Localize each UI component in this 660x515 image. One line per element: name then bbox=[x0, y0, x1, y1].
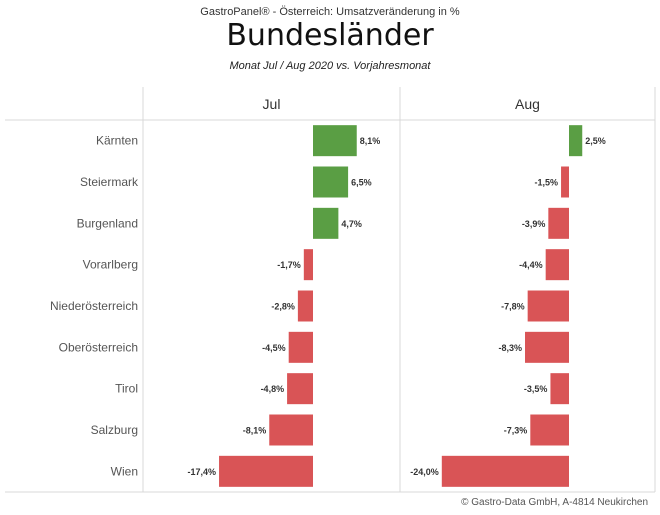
category-label: Wien bbox=[111, 464, 138, 478]
data-label-aug: -8,3% bbox=[498, 343, 522, 353]
chart-supertitle: GastroPanel® - Österreich: Umsatzverände… bbox=[200, 6, 460, 18]
bar-aug bbox=[527, 290, 569, 322]
bar-jul bbox=[219, 455, 313, 487]
data-label-aug: -24,0% bbox=[410, 467, 439, 477]
category-label: Vorarlberg bbox=[83, 258, 138, 272]
category-label: Oberösterreich bbox=[59, 340, 138, 354]
category-label: Steiermark bbox=[80, 175, 139, 189]
bar-aug bbox=[530, 414, 569, 446]
data-label-jul: -17,4% bbox=[188, 467, 217, 477]
data-label-aug: -4,4% bbox=[519, 260, 543, 270]
data-label-jul: -4,5% bbox=[262, 343, 286, 353]
bar-aug bbox=[545, 249, 569, 281]
data-label-aug: -7,3% bbox=[504, 426, 528, 436]
bar-jul bbox=[287, 373, 313, 405]
bar-jul bbox=[313, 207, 339, 239]
data-label-jul: 6,5% bbox=[351, 178, 372, 188]
bar-jul bbox=[313, 166, 349, 198]
data-label-jul: 4,7% bbox=[341, 219, 362, 229]
data-label-jul: 8,1% bbox=[360, 136, 381, 146]
category-label: Salzburg bbox=[91, 423, 138, 437]
data-label-aug: -3,9% bbox=[522, 219, 546, 229]
category-label: Burgenland bbox=[77, 216, 138, 230]
bar-jul bbox=[269, 414, 313, 446]
data-label-aug: -7,8% bbox=[501, 302, 525, 312]
data-label-jul: -4,8% bbox=[261, 384, 285, 394]
data-label-jul: -2,8% bbox=[271, 302, 295, 312]
bar-aug bbox=[525, 331, 569, 363]
chart-subtitle: Monat Jul / Aug 2020 vs. Vorjahresmonat bbox=[229, 60, 431, 72]
panel-header-aug: Aug bbox=[515, 96, 540, 112]
category-label: Niederösterreich bbox=[50, 299, 138, 313]
data-label-aug: 2,5% bbox=[585, 136, 606, 146]
bar-aug bbox=[550, 373, 569, 405]
data-label-jul: -8,1% bbox=[243, 426, 267, 436]
data-label-jul: -1,7% bbox=[277, 260, 301, 270]
bar-aug bbox=[569, 125, 583, 157]
bar-aug bbox=[561, 166, 569, 198]
bar-jul bbox=[288, 331, 313, 363]
category-label: Kärnten bbox=[96, 134, 138, 148]
category-label: Tirol bbox=[115, 382, 138, 396]
bar-jul bbox=[297, 290, 313, 322]
bar-aug bbox=[441, 455, 569, 487]
data-label-aug: -1,5% bbox=[535, 178, 559, 188]
bar-jul bbox=[313, 125, 357, 157]
bar-jul bbox=[303, 249, 313, 281]
bar-aug bbox=[548, 207, 569, 239]
chart-title: Bundesländer bbox=[226, 18, 434, 53]
panel-header-jul: Jul bbox=[263, 96, 281, 112]
copyright-footer: © Gastro-Data GmbH, A-4814 Neukirchen bbox=[461, 497, 648, 508]
data-label-aug: -3,5% bbox=[524, 384, 548, 394]
